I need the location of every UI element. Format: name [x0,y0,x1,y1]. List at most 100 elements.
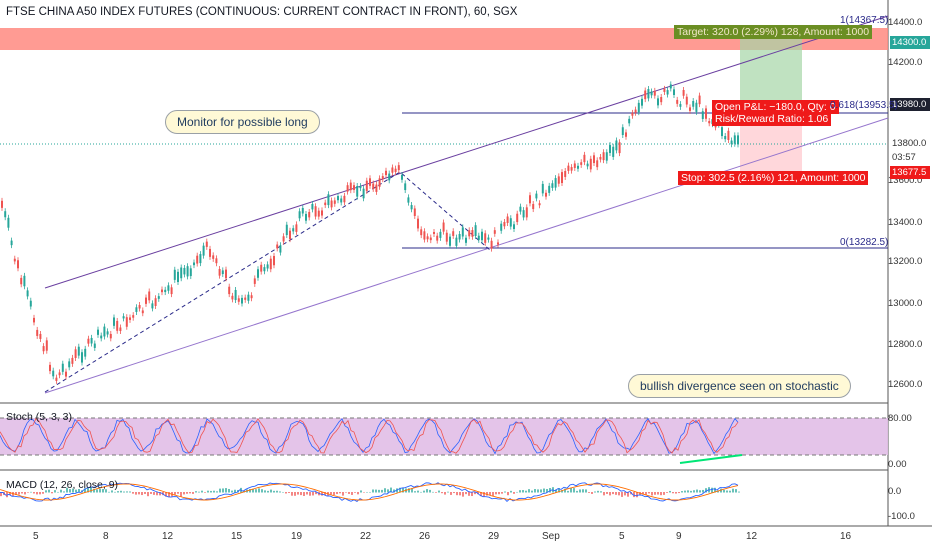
macd-histogram-bar [654,492,656,495]
candle-body [682,89,685,96]
divergence-callout[interactable]: bullish divergence seen on stochastic [628,374,851,398]
stop-label[interactable]: Stop: 302.5 (2.16%) 121, Amount: 1000 [678,171,869,185]
monitor-long-callout[interactable]: Monitor for possible long [165,110,320,134]
candle-body [410,205,413,210]
candle-body [417,218,419,229]
risk-reward-label[interactable]: Risk/Reward Ratio: 1.06 [712,112,832,126]
candle-body [727,130,730,140]
macd-histogram-bar [27,492,29,493]
candle-body [484,233,487,243]
candle-body [81,352,83,363]
candle-body [186,266,189,277]
candle-body [637,102,640,113]
candle-body [125,317,128,327]
macd-histogram-bar [609,492,611,496]
candle-body [161,289,163,293]
candle-body [685,96,688,105]
candle-body [10,240,13,246]
macd-histogram-bar [468,492,470,496]
macd-histogram-bar [633,492,635,498]
macd-histogram-bar [66,487,68,493]
macd-histogram-bar [36,492,38,495]
macd-histogram-bar [522,490,524,493]
candle-body [253,278,256,284]
macd-histogram-bar [429,489,431,493]
candle-body [407,197,410,203]
macd-histogram-bar [447,491,449,493]
candle-body [215,258,218,264]
macd-histogram-bar [660,492,662,496]
price-tick: 12800.0 [888,339,923,350]
candle-body [609,145,611,153]
candle-body [36,329,39,336]
macd-histogram-bar [123,491,125,493]
target-label[interactable]: Target: 320.0 (2.29%) 128, Amount: 1000 [674,25,873,39]
candle-body [52,370,55,377]
candle-body [362,188,365,199]
time-tick: 15 [231,531,243,542]
macd-histogram-bar [354,492,356,493]
macd-histogram-bar [15,492,17,495]
candle-body [4,211,7,218]
macd-histogram-bar [465,492,467,495]
candle-body [378,178,381,187]
candle-body [93,343,96,348]
candle-body [426,236,429,240]
price-tick: 14200.0 [888,57,923,68]
macd-histogram-bar [288,492,290,493]
macd-histogram-bar [645,492,647,495]
macd-histogram-bar [438,490,440,493]
macd-histogram-bar [285,492,287,494]
candle-body [292,228,295,232]
candle-body [189,268,192,277]
macd-histogram-bar [663,492,665,495]
macd-histogram-bar [675,492,677,494]
macd-histogram-bar [369,491,371,493]
candle-body [471,230,474,237]
macd-histogram-bar [444,492,446,495]
macd-histogram-bar [432,491,434,493]
candle-body [605,152,608,161]
macd-histogram-bar [159,492,161,496]
macd-histogram-bar [0,492,2,497]
candle-body [666,90,669,95]
macd-histogram-bar [426,489,428,493]
candle-body [148,291,151,301]
candle-body [535,193,538,199]
candle-body [154,298,157,306]
candle-body [321,210,323,216]
candle-body [577,165,579,169]
macd-histogram-bar [186,492,188,494]
time-tick: 22 [360,531,372,542]
price-tick: 12600.0 [888,379,923,390]
macd-histogram-bar [51,492,53,494]
candle-body [631,112,634,116]
candle-body [541,183,544,194]
candle-body [132,315,135,318]
candle-body [279,245,282,253]
swing-dashed-path [44,171,491,393]
time-tick: 19 [291,531,303,542]
macd-histogram-bar [147,492,149,497]
candle-body [221,270,224,275]
macd-histogram-bar [525,490,527,493]
macd-histogram-bar [558,488,560,493]
candle-body [157,296,160,299]
macd-histogram-bar [300,492,302,496]
macd-histogram-bar [45,490,47,493]
candle-body [647,89,650,99]
macd-signal-line [0,483,739,501]
candle-body [660,97,663,103]
candle-body [689,107,691,111]
fib-level-0618: 0.618(13953.5) [830,100,898,111]
candle-body [183,267,186,275]
macd-histogram-bar [435,492,437,493]
candle-body [442,222,445,232]
open-pnl-label[interactable]: Open P&L: −180.0, Qty: 0 [712,100,839,114]
macd-histogram-bar [720,488,722,493]
candle-body [404,183,407,191]
macd-histogram-bar [711,487,713,493]
candle-body [17,260,19,269]
candle-body [346,185,349,192]
